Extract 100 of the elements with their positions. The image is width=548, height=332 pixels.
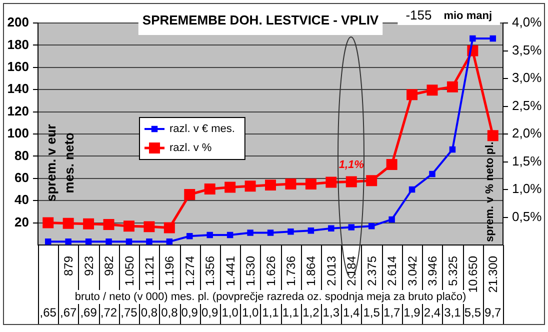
y-axis-title: sprem. v eur mes. neto — [44, 124, 77, 202]
x-tick-label: 2.013 — [324, 256, 338, 286]
point — [146, 238, 152, 245]
point — [346, 176, 357, 188]
text: ,75 — [120, 305, 138, 320]
y2-tick-label: 1,5% — [512, 153, 542, 168]
text: 1,5 — [363, 305, 380, 320]
y-tick-label: 40 — [14, 192, 29, 208]
text: 3,1 — [444, 305, 462, 320]
point — [368, 223, 375, 230]
x-tick-label: 1.736 — [284, 256, 298, 286]
point — [226, 232, 234, 238]
text: 9,7 — [484, 305, 502, 320]
text: 2,4 — [424, 305, 441, 320]
y-tick-label: 20 — [14, 214, 29, 230]
point — [426, 84, 438, 96]
text: 0,8 — [161, 305, 178, 320]
y-tick-label: 140 — [7, 81, 29, 96]
text: 1,0 — [242, 305, 259, 320]
text: 1,9 — [404, 305, 421, 320]
y-tick-label: 100 — [7, 126, 29, 141]
y2-tick-label: 3,0% — [512, 70, 542, 86]
y-tick-label: 160 — [7, 58, 29, 74]
x-tick-label: 1.530 — [244, 256, 258, 286]
x-tick-label: 1.441 — [223, 256, 238, 286]
point — [446, 81, 458, 92]
y-tick-label: 80 — [14, 148, 29, 163]
text: 1,7 — [383, 305, 400, 320]
text: ,65 — [40, 305, 57, 320]
text: 1,3 — [322, 305, 340, 320]
point — [388, 216, 395, 223]
x-axis-title: bruto / neto (v 000) mes. pl. (povprečje razreda oz. spodnja meja za bruto plačo) — [74, 291, 466, 304]
y2-tick-label: 2,0% — [512, 126, 542, 141]
point — [366, 175, 378, 186]
point — [166, 238, 173, 245]
point — [65, 238, 72, 245]
y2-axis-title: sprem. v % neto pl. — [484, 142, 496, 242]
x-tick-label: 1.050 — [122, 256, 136, 286]
annotation: 1,1% — [338, 159, 364, 172]
point — [429, 170, 436, 178]
x-tick-label: 3.042 — [405, 256, 420, 286]
point — [247, 230, 254, 236]
text: 1,0 — [222, 305, 239, 320]
x-tick-label: 1.196 — [162, 256, 177, 286]
point — [288, 228, 294, 235]
point — [44, 238, 52, 245]
text: 1,1 — [262, 305, 280, 320]
text: 0,8 — [140, 305, 158, 320]
point — [408, 186, 416, 193]
point — [204, 183, 216, 194]
point — [285, 178, 296, 190]
y2-tick-label: 1,0% — [512, 181, 542, 196]
legend-label: razl. v % — [170, 142, 212, 154]
x-tick-label: 5.325 — [446, 256, 460, 286]
point — [386, 159, 398, 170]
point — [83, 218, 94, 230]
x-tick-label: 879 — [62, 256, 76, 276]
x-tick-label: 1.864 — [304, 256, 318, 286]
point — [144, 221, 155, 232]
point — [186, 233, 193, 240]
y2-tick-label: 0,5% — [512, 208, 542, 224]
x-tick-label: 21.300 — [486, 256, 500, 293]
x-tick-label: 2.184 — [344, 256, 359, 286]
point — [265, 180, 276, 191]
point — [308, 227, 314, 234]
point — [470, 35, 476, 42]
point — [348, 224, 354, 230]
text: 0,9 — [202, 305, 219, 320]
point — [206, 232, 213, 238]
point — [62, 218, 74, 229]
point — [326, 176, 337, 188]
point — [267, 230, 274, 236]
x-tick-label: 1.626 — [264, 256, 278, 286]
point — [85, 238, 92, 245]
x-tick-label: 923 — [82, 256, 96, 276]
point — [224, 182, 236, 193]
text: 1,4 — [343, 305, 360, 320]
text: 1,2 — [302, 305, 320, 320]
x-tick-label: 1.274 — [182, 256, 197, 286]
text: 5,5 — [464, 305, 482, 320]
point — [490, 35, 496, 42]
x-tick-label: 982 — [102, 256, 116, 276]
legend-label: razl. v € mes. — [170, 123, 235, 136]
x-tick-label: 10.650 — [466, 256, 480, 293]
y-tick-label: 120 — [7, 103, 29, 118]
point — [164, 222, 175, 234]
text: 0,9 — [181, 305, 198, 320]
x-tick-label: 2.375 — [364, 256, 379, 286]
point — [106, 238, 112, 245]
point — [244, 180, 256, 192]
x-tick-label: 2.614 — [385, 256, 400, 286]
point — [449, 146, 456, 153]
point — [42, 217, 54, 228]
y-tick-label: 60 — [14, 170, 29, 185]
y2-tick-label: 4,0% — [512, 14, 542, 30]
point — [406, 89, 418, 100]
point — [487, 130, 498, 142]
x-tick-label: 3.946 — [426, 256, 440, 286]
y2-tick-label: 3,5% — [512, 42, 542, 58]
x-tick-label: 1.356 — [203, 256, 218, 286]
